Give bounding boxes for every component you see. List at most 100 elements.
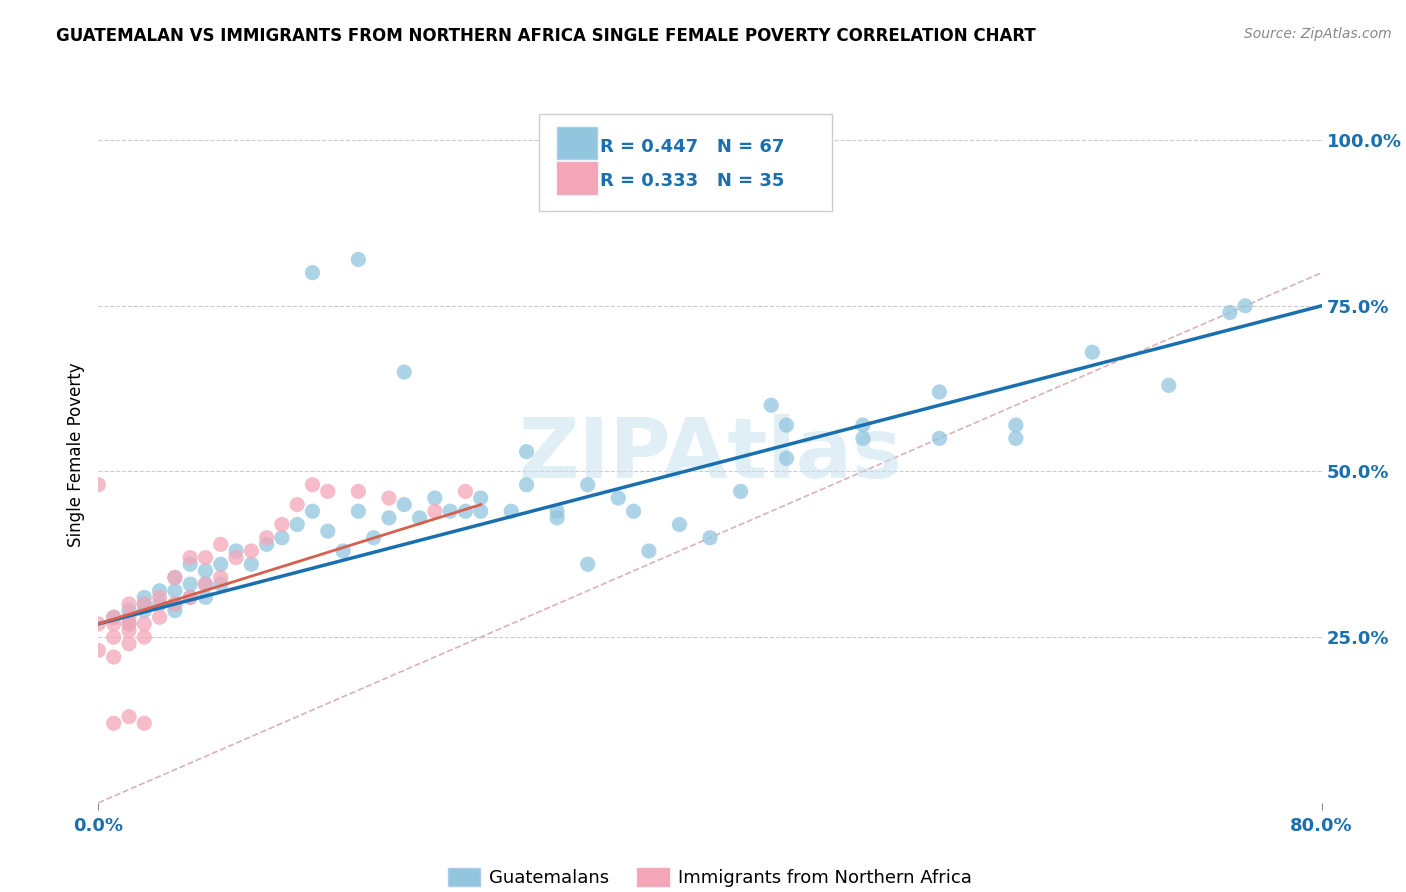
Point — [423, 504, 446, 518]
Point — [209, 570, 232, 584]
Point — [240, 558, 263, 572]
Point — [699, 531, 721, 545]
Point — [179, 558, 201, 572]
Point — [759, 398, 782, 412]
Point — [134, 630, 156, 644]
Point — [301, 504, 323, 518]
Point — [470, 504, 492, 518]
Point — [256, 537, 278, 551]
Point — [316, 484, 339, 499]
Point — [1219, 305, 1241, 319]
Point — [179, 550, 201, 565]
Point — [149, 583, 172, 598]
Point — [149, 610, 172, 624]
Point — [623, 504, 645, 518]
Point — [240, 544, 263, 558]
Point — [194, 577, 217, 591]
Point — [118, 709, 141, 723]
Point — [270, 531, 292, 545]
Point — [134, 616, 156, 631]
Point — [163, 597, 186, 611]
Point — [87, 643, 110, 657]
Point — [516, 444, 538, 458]
Point — [163, 570, 186, 584]
Point — [209, 558, 232, 572]
Point — [928, 431, 950, 445]
Point — [149, 591, 172, 605]
Point — [103, 630, 125, 644]
Point — [134, 716, 156, 731]
Point — [576, 558, 599, 572]
Text: R = 0.333   N = 35: R = 0.333 N = 35 — [600, 172, 785, 191]
Point — [285, 498, 308, 512]
Point — [301, 266, 323, 280]
Point — [163, 604, 186, 618]
Point — [179, 577, 201, 591]
Point — [209, 577, 232, 591]
Point — [134, 604, 156, 618]
Point — [103, 610, 125, 624]
Point — [118, 616, 141, 631]
Point — [134, 597, 156, 611]
Point — [454, 484, 477, 499]
Point — [194, 577, 217, 591]
Point — [225, 544, 247, 558]
Point — [301, 477, 323, 491]
Point — [775, 418, 797, 433]
Point — [118, 610, 141, 624]
Point — [546, 504, 568, 518]
Point — [347, 484, 370, 499]
Point — [118, 597, 141, 611]
Point — [607, 491, 630, 505]
Legend: Guatemalans, Immigrants from Northern Africa: Guatemalans, Immigrants from Northern Af… — [440, 861, 980, 892]
Point — [103, 616, 125, 631]
Point — [730, 484, 752, 499]
Point — [347, 504, 370, 518]
FancyBboxPatch shape — [557, 162, 598, 194]
Point — [546, 511, 568, 525]
Point — [118, 616, 141, 631]
Point — [392, 365, 416, 379]
Text: R = 0.447   N = 67: R = 0.447 N = 67 — [600, 137, 785, 156]
Point — [103, 610, 125, 624]
Point — [285, 517, 308, 532]
Point — [316, 524, 339, 538]
Point — [163, 597, 186, 611]
Point — [470, 491, 492, 505]
Point — [423, 491, 446, 505]
Point — [179, 591, 201, 605]
Point — [852, 431, 875, 445]
Point — [103, 716, 125, 731]
Point — [1157, 378, 1180, 392]
Point — [928, 384, 950, 399]
Point — [1004, 431, 1026, 445]
Point — [87, 616, 110, 631]
Point — [408, 511, 430, 525]
Point — [163, 583, 186, 598]
Point — [637, 544, 661, 558]
Text: Source: ZipAtlas.com: Source: ZipAtlas.com — [1244, 27, 1392, 41]
Point — [87, 477, 110, 491]
Point — [103, 650, 125, 665]
Point — [118, 604, 141, 618]
Point — [392, 498, 416, 512]
Point — [179, 591, 201, 605]
Point — [256, 531, 278, 545]
Point — [118, 624, 141, 638]
Point — [775, 451, 797, 466]
Point — [378, 511, 401, 525]
Point — [501, 504, 523, 518]
Point — [194, 564, 217, 578]
Text: ZIPAtlas: ZIPAtlas — [517, 415, 903, 495]
Point — [439, 504, 461, 518]
Point — [225, 550, 247, 565]
Point — [332, 544, 354, 558]
Point — [134, 591, 156, 605]
Point — [576, 477, 599, 491]
Point — [194, 591, 217, 605]
Point — [454, 504, 477, 518]
Point — [270, 517, 292, 532]
Text: GUATEMALAN VS IMMIGRANTS FROM NORTHERN AFRICA SINGLE FEMALE POVERTY CORRELATION : GUATEMALAN VS IMMIGRANTS FROM NORTHERN A… — [56, 27, 1036, 45]
Point — [668, 517, 690, 532]
FancyBboxPatch shape — [557, 128, 598, 159]
